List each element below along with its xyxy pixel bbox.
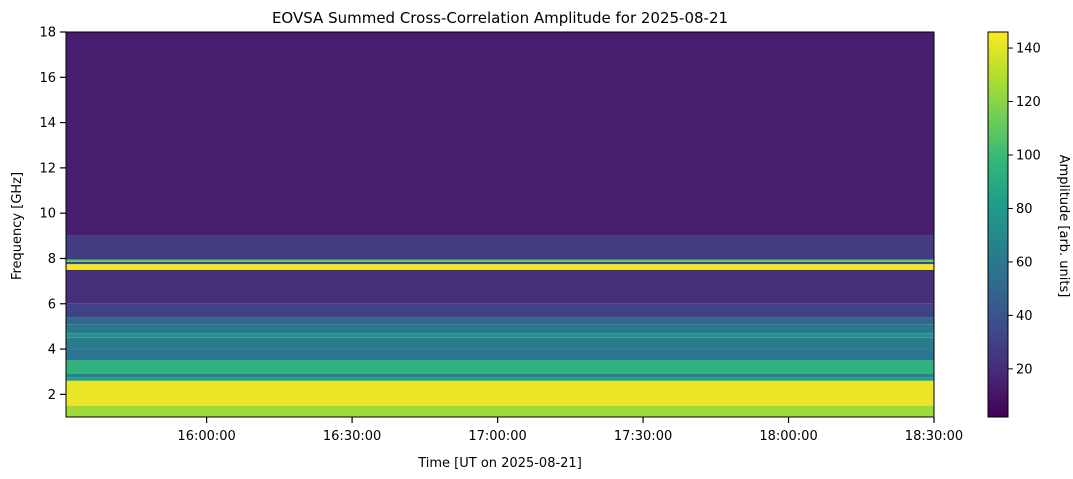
x-tick-label: 17:30:00	[614, 429, 672, 444]
x-tick-label: 17:00:00	[468, 429, 526, 444]
heatmap-band	[66, 303, 934, 318]
y-tick-label: 2	[48, 388, 56, 403]
heatmap-band	[66, 349, 934, 361]
plot-area	[66, 32, 934, 417]
colorbar-tick-label: 120	[1016, 95, 1041, 110]
x-tick-label: 18:30:00	[905, 429, 963, 444]
heatmap-band	[66, 377, 934, 381]
colorbar-tick-label: 80	[1016, 202, 1033, 217]
y-tick-label: 6	[48, 297, 56, 312]
colorbar-tick-label: 140	[1016, 42, 1041, 57]
heatmap-band	[66, 380, 934, 406]
x-tick-label: 16:00:00	[177, 429, 235, 444]
heatmap-band	[66, 264, 934, 270]
heatmap-band	[66, 235, 934, 260]
y-tick-label: 18	[39, 26, 56, 41]
x-tick-label: 18:00:00	[759, 429, 817, 444]
colorbar	[987, 31, 1009, 418]
colorbar-tick-label: 40	[1016, 309, 1033, 324]
colorbar-tick-label: 60	[1016, 255, 1033, 270]
y-axis-label: Frequency [GHz]	[10, 172, 25, 280]
y-tick-label: 14	[39, 116, 56, 131]
heatmap-band	[66, 373, 934, 378]
x-axis: 16:00:00 16:30:00 17:00:00 17:30:00 18:00:00…	[177, 417, 963, 444]
heatmap-band	[66, 259, 934, 262]
y-tick-label: 10	[39, 207, 56, 222]
colorbar-tick-label: 20	[1016, 362, 1033, 377]
colorbar-axis: 20 40 60 80 100 120 140	[1008, 42, 1041, 377]
heatmap-band	[66, 360, 934, 374]
y-tick-label: 4	[48, 343, 56, 358]
plot-frame	[65, 31, 935, 418]
chart-title: EOVSA Summed Cross-Correlation Amplitude…	[272, 9, 728, 27]
x-axis-label: Time [UT on 2025-08-21]	[417, 456, 582, 471]
heatmap-band	[66, 337, 934, 350]
y-tick-label: 8	[48, 252, 56, 267]
heatmap-band	[66, 32, 934, 236]
heatmap-band	[66, 324, 934, 334]
y-axis: 2 4 6 8 10 12 14 16 18	[39, 26, 66, 403]
colorbar-label: Amplitude [arb. units]	[1056, 155, 1071, 298]
colorbar-tick-label: 100	[1016, 148, 1041, 163]
heatmap-band	[66, 333, 934, 338]
x-tick-label: 16:30:00	[323, 429, 381, 444]
heatmap-band	[66, 317, 934, 325]
heatmap-band	[66, 269, 934, 304]
y-tick-label: 12	[39, 161, 56, 176]
heatmap-band	[66, 405, 934, 417]
y-tick-label: 16	[39, 71, 56, 86]
heatmap-band	[66, 261, 934, 265]
